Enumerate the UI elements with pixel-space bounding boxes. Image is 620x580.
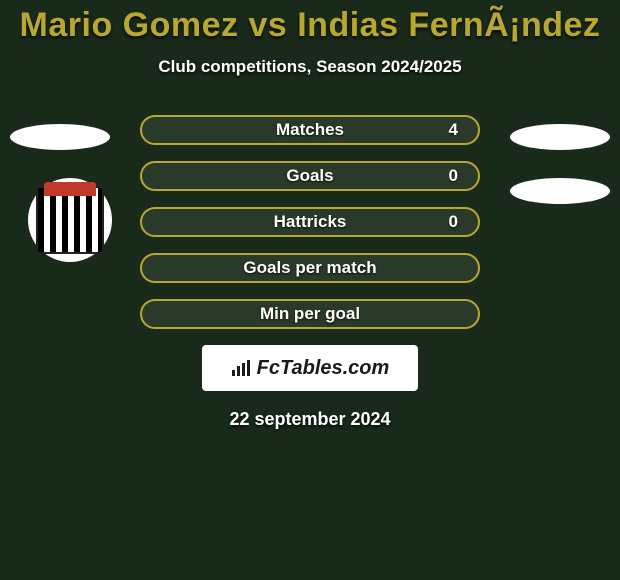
stat-value: 0: [449, 166, 458, 186]
club-logo-shield: [36, 186, 104, 254]
player-badge-left: [10, 124, 110, 150]
player-badge-right-2: [510, 178, 610, 204]
brand-name: FcTables.com: [257, 357, 390, 380]
comparison-title: Mario Gomez vs Indias FernÃ¡ndez: [0, 0, 620, 45]
stat-label: Goals per match: [243, 258, 376, 278]
player-badge-right-1: [510, 124, 610, 150]
stat-row: Min per goal: [140, 299, 480, 329]
chart-bars-icon: [231, 360, 251, 376]
stat-row: Hattricks 0: [140, 207, 480, 237]
stat-value: 0: [449, 212, 458, 232]
snapshot-date: 22 september 2024: [0, 409, 620, 430]
brand-box[interactable]: FcTables.com: [202, 345, 418, 391]
stat-row: Matches 4: [140, 115, 480, 145]
stat-row: Goals 0: [140, 161, 480, 191]
stat-label: Goals: [286, 166, 333, 186]
stat-label: Hattricks: [274, 212, 347, 232]
stat-row: Goals per match: [140, 253, 480, 283]
comparison-subtitle: Club competitions, Season 2024/2025: [0, 57, 620, 77]
club-logo: [28, 178, 112, 262]
stat-label: Matches: [276, 120, 344, 140]
stat-value: 4: [449, 120, 458, 140]
stat-label: Min per goal: [260, 304, 360, 324]
